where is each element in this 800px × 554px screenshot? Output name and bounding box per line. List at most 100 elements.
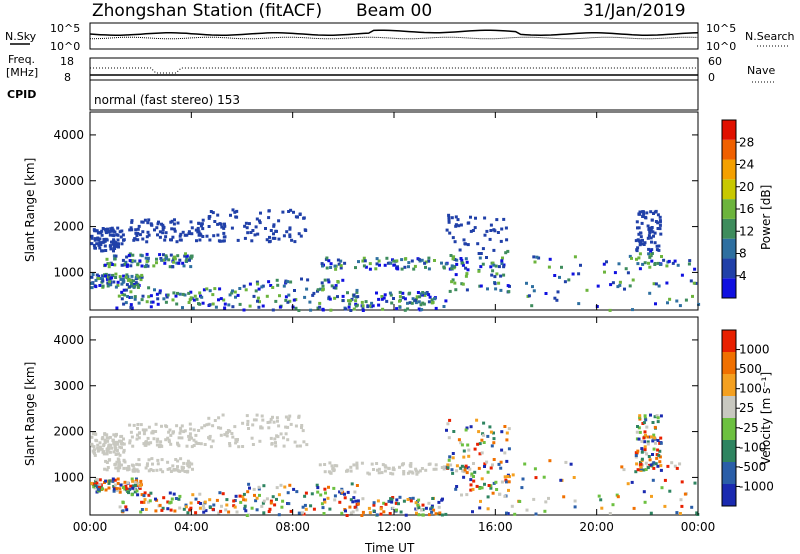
echo-cell <box>356 499 360 503</box>
echo-cell <box>120 446 123 450</box>
echo-cell <box>104 274 107 278</box>
echo-cell <box>129 430 133 434</box>
echo-cell <box>267 280 271 284</box>
freq-label: Freq. <box>8 53 35 66</box>
echo-cell <box>341 278 345 282</box>
echo-cell <box>271 495 275 499</box>
x-axis-label: Time UT <box>364 541 415 554</box>
echo-cell <box>500 448 504 452</box>
echo-cell <box>104 229 108 233</box>
echo-cell <box>116 238 120 242</box>
echo-cell <box>284 279 288 283</box>
echo-cell <box>656 439 660 442</box>
echo-cell <box>201 218 205 222</box>
echo-cell <box>533 260 537 264</box>
echo-cell <box>135 234 139 237</box>
echo-cell <box>547 265 551 269</box>
power-colorbar-label: Power [dB] <box>759 185 773 250</box>
echo-cell <box>169 442 173 446</box>
echo-cell <box>414 298 418 302</box>
echo-cell <box>115 487 119 491</box>
echo-cell <box>461 263 465 267</box>
echo-cell <box>466 268 470 272</box>
echo-cell <box>188 464 191 468</box>
echo-cell <box>97 486 101 490</box>
echo-cell <box>496 231 500 234</box>
colorbar-segment <box>722 179 736 200</box>
echo-cell <box>392 259 396 263</box>
echo-cell <box>242 498 246 502</box>
echo-cell <box>327 280 331 284</box>
echo-cell <box>179 232 183 236</box>
freq-unit-label: [MHz] <box>6 66 38 79</box>
echo-cell <box>344 307 348 311</box>
echo-cell <box>427 293 431 297</box>
echo-cell <box>611 281 615 285</box>
echo-cell <box>256 299 259 303</box>
echo-cell <box>372 501 376 505</box>
echo-cell <box>122 279 126 283</box>
echo-cell <box>284 432 288 436</box>
echo-cell <box>158 289 162 293</box>
echo-cell <box>269 284 273 287</box>
echo-cell <box>122 486 125 489</box>
echo-cell <box>567 278 571 282</box>
echo-cell <box>377 467 381 471</box>
echo-cell <box>251 443 255 446</box>
echo-cell <box>187 230 191 234</box>
echo-cell <box>227 303 231 307</box>
echo-cell <box>171 265 175 269</box>
echo-cell <box>259 211 262 215</box>
echo-cell <box>219 509 223 513</box>
echo-cell <box>238 494 242 498</box>
echo-cell <box>339 489 343 493</box>
echo-cell <box>145 235 149 239</box>
echo-cell <box>573 505 577 509</box>
echo-cell <box>654 282 658 286</box>
echo-cell <box>488 237 492 241</box>
echo-cell <box>252 487 256 491</box>
echo-cell <box>183 233 187 237</box>
echo-cell <box>101 227 105 230</box>
echo-cell <box>325 266 329 270</box>
echo-cell <box>579 263 582 267</box>
echo-cell <box>330 464 334 468</box>
echo-cell <box>189 254 193 258</box>
echo-cell <box>442 305 446 308</box>
echo-cell <box>160 258 164 262</box>
echo-cell <box>279 432 283 436</box>
echo-cell <box>124 275 128 279</box>
echo-cell <box>103 244 107 248</box>
echo-cell <box>444 262 448 266</box>
echo-cell <box>659 464 663 468</box>
echo-cell <box>137 481 141 485</box>
echo-cell <box>503 425 507 428</box>
echo-cell <box>499 466 503 470</box>
echo-cell <box>646 435 650 439</box>
echo-cell <box>143 429 147 433</box>
x-tick-label: 16:00 <box>478 520 513 534</box>
colorbar-segment <box>722 330 736 352</box>
echo-cell <box>334 284 338 288</box>
echo-cell <box>131 444 135 448</box>
echo-cell <box>344 509 347 513</box>
echo-cell <box>119 277 123 281</box>
echo-cell <box>160 508 164 512</box>
echo-cell <box>268 420 272 424</box>
echo-cell <box>455 464 459 468</box>
echo-cell <box>236 293 240 297</box>
echo-cell <box>356 502 360 506</box>
echo-cell <box>184 252 187 256</box>
echo-cell <box>133 259 137 263</box>
echo-cell <box>295 490 299 494</box>
echo-cell <box>155 439 159 443</box>
echo-cell <box>398 299 401 303</box>
echo-cell <box>600 506 604 510</box>
echo-cell <box>116 481 120 485</box>
echo-cell <box>223 306 227 310</box>
echo-cell <box>185 233 189 237</box>
echo-cell <box>375 513 379 517</box>
echo-cell <box>292 298 296 302</box>
echo-cell <box>504 226 508 230</box>
echo-cell <box>447 220 451 224</box>
